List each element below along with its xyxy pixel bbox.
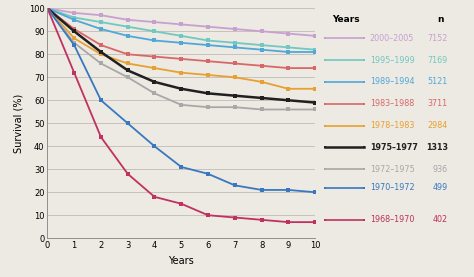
Text: 1970–1972: 1970–1972	[370, 183, 414, 192]
Text: 936: 936	[433, 165, 448, 174]
Text: Years: Years	[332, 15, 360, 24]
Text: n: n	[437, 15, 444, 24]
Text: 7152: 7152	[428, 34, 448, 43]
Text: 1968–1970: 1968–1970	[370, 215, 414, 224]
Text: 1995–1999: 1995–1999	[370, 56, 415, 65]
Text: 1313: 1313	[426, 143, 448, 152]
Text: 1975–1977: 1975–1977	[370, 143, 418, 152]
Text: 5121: 5121	[428, 77, 448, 86]
Text: 402: 402	[433, 215, 448, 224]
Text: 1983–1988: 1983–1988	[370, 99, 414, 108]
Y-axis label: Survival (%): Survival (%)	[13, 94, 23, 153]
Text: 499: 499	[433, 183, 448, 192]
Text: 2000–2005: 2000–2005	[370, 34, 414, 43]
X-axis label: Years: Years	[168, 256, 194, 266]
Text: 2984: 2984	[428, 121, 448, 130]
Text: 1989–1994: 1989–1994	[370, 77, 414, 86]
Text: 3711: 3711	[428, 99, 448, 108]
Text: 7169: 7169	[428, 56, 448, 65]
Text: 1972–1975: 1972–1975	[370, 165, 415, 174]
Text: 1978–1983: 1978–1983	[370, 121, 414, 130]
